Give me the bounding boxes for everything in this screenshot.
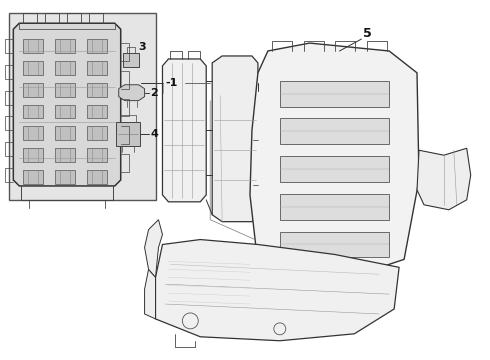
Bar [55,105,75,118]
Polygon shape [155,239,399,341]
Bar [280,156,389,182]
Bar [87,126,107,140]
Bar [9,13,155,200]
Polygon shape [417,148,471,210]
Polygon shape [119,85,145,100]
Bar [23,148,43,162]
Text: 3: 3 [139,42,147,52]
Bar [280,231,389,257]
Text: 5: 5 [363,27,372,40]
Polygon shape [145,269,155,319]
Bar [55,170,75,184]
Bar [55,61,75,75]
Bar [87,61,107,75]
Bar [55,39,75,53]
Bar [87,170,107,184]
Polygon shape [13,23,121,186]
Bar [23,83,43,96]
Bar [280,118,389,144]
Bar [87,105,107,118]
Bar [23,105,43,118]
Polygon shape [122,53,139,67]
Text: -1: -1 [166,78,178,88]
Polygon shape [163,59,206,202]
Bar [55,83,75,96]
Bar [23,126,43,140]
Bar [23,170,43,184]
Polygon shape [250,43,419,284]
Bar [87,148,107,162]
Bar [23,39,43,53]
Bar [55,148,75,162]
Bar [55,126,75,140]
Bar [280,81,389,107]
Bar [87,39,107,53]
Text: 4: 4 [150,129,158,139]
Polygon shape [116,122,140,146]
Bar [87,83,107,96]
Polygon shape [212,56,258,222]
Polygon shape [145,220,163,277]
Text: 2: 2 [150,88,158,98]
Bar [280,194,389,220]
Bar [23,61,43,75]
